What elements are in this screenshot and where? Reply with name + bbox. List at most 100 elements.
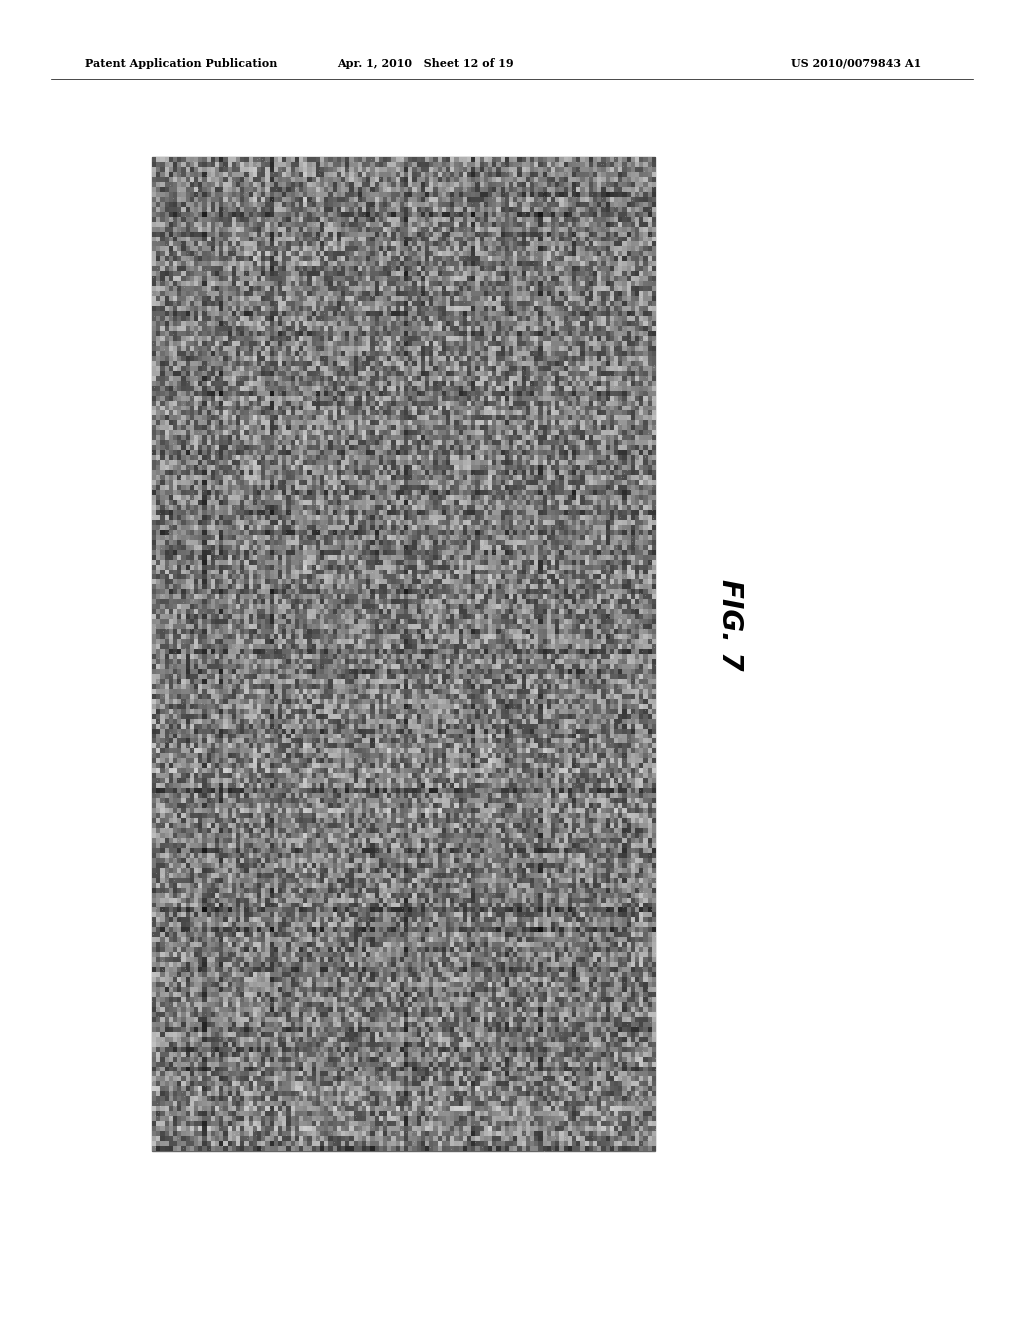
Point xyxy=(622,1060,638,1081)
Point xyxy=(340,1020,356,1041)
Point xyxy=(251,242,267,263)
Point xyxy=(615,466,632,487)
Point xyxy=(575,446,592,467)
Point xyxy=(259,219,275,240)
Point xyxy=(433,480,450,502)
Point xyxy=(524,601,541,622)
Point xyxy=(231,799,248,820)
Point xyxy=(568,450,585,471)
Point xyxy=(195,480,211,502)
Point xyxy=(441,755,458,776)
Point xyxy=(432,1007,449,1028)
Point xyxy=(454,341,470,362)
Point xyxy=(641,1067,657,1088)
Point xyxy=(254,1086,270,1107)
Point xyxy=(304,1094,321,1115)
Point xyxy=(279,271,295,292)
Point xyxy=(218,421,234,442)
Point xyxy=(479,166,496,187)
Point xyxy=(173,507,189,528)
Point xyxy=(602,364,618,385)
Point xyxy=(263,763,280,784)
Point xyxy=(373,356,389,378)
Point xyxy=(408,809,424,830)
Point xyxy=(512,626,528,647)
Point xyxy=(148,898,165,919)
Point xyxy=(525,187,542,209)
Point xyxy=(495,1086,511,1107)
Point xyxy=(415,242,431,263)
Point xyxy=(283,1055,299,1076)
Point xyxy=(641,401,657,422)
Point xyxy=(293,392,309,413)
Point xyxy=(319,219,336,240)
Point xyxy=(308,246,325,267)
Point xyxy=(307,607,324,628)
Point xyxy=(273,544,290,565)
Point xyxy=(465,746,481,767)
Point xyxy=(434,162,451,183)
Point xyxy=(493,302,509,323)
Point xyxy=(375,739,391,760)
Point xyxy=(212,211,228,232)
Point xyxy=(461,1113,477,1134)
Point xyxy=(483,536,500,557)
Point xyxy=(216,462,232,483)
Point xyxy=(451,458,467,479)
Point xyxy=(407,731,423,752)
Point xyxy=(228,830,245,851)
Point xyxy=(587,1060,603,1081)
Point xyxy=(206,366,222,387)
Point xyxy=(382,392,398,413)
Point xyxy=(210,1084,226,1105)
Point xyxy=(469,1014,485,1035)
Point xyxy=(266,622,283,643)
Point xyxy=(362,689,379,710)
Point xyxy=(308,601,325,622)
Point xyxy=(483,810,500,832)
Point xyxy=(603,593,620,614)
Point xyxy=(538,735,554,756)
Point xyxy=(270,535,287,556)
Point xyxy=(393,829,410,850)
Point xyxy=(588,851,604,873)
Point xyxy=(559,1028,575,1049)
Point xyxy=(561,1081,578,1102)
Point xyxy=(516,496,532,517)
Point xyxy=(573,907,590,928)
Point xyxy=(308,381,325,403)
Point xyxy=(536,165,552,186)
Point xyxy=(554,312,570,333)
Point xyxy=(568,453,585,474)
Point xyxy=(445,648,462,669)
Point xyxy=(213,747,229,768)
Point xyxy=(515,574,531,595)
Point xyxy=(266,1027,283,1048)
Point xyxy=(527,256,544,277)
Point xyxy=(454,544,470,565)
Point xyxy=(488,350,505,371)
Point xyxy=(416,1100,432,1121)
Point xyxy=(618,626,635,647)
Point xyxy=(171,220,187,242)
Point xyxy=(398,925,415,946)
Point xyxy=(313,1039,330,1060)
Point xyxy=(643,499,659,520)
Point xyxy=(624,325,640,346)
Point xyxy=(242,632,258,653)
Point xyxy=(315,411,332,432)
Point xyxy=(285,570,301,591)
Point xyxy=(401,824,418,845)
Point xyxy=(242,257,258,279)
Point xyxy=(558,310,574,331)
Point xyxy=(341,601,357,622)
Point xyxy=(611,715,628,737)
Point xyxy=(348,523,365,544)
Point xyxy=(541,752,557,774)
Point xyxy=(171,383,187,404)
Point xyxy=(348,628,365,649)
Point xyxy=(455,977,471,998)
Point xyxy=(581,1052,597,1073)
Point xyxy=(489,360,506,381)
Point xyxy=(529,605,546,626)
